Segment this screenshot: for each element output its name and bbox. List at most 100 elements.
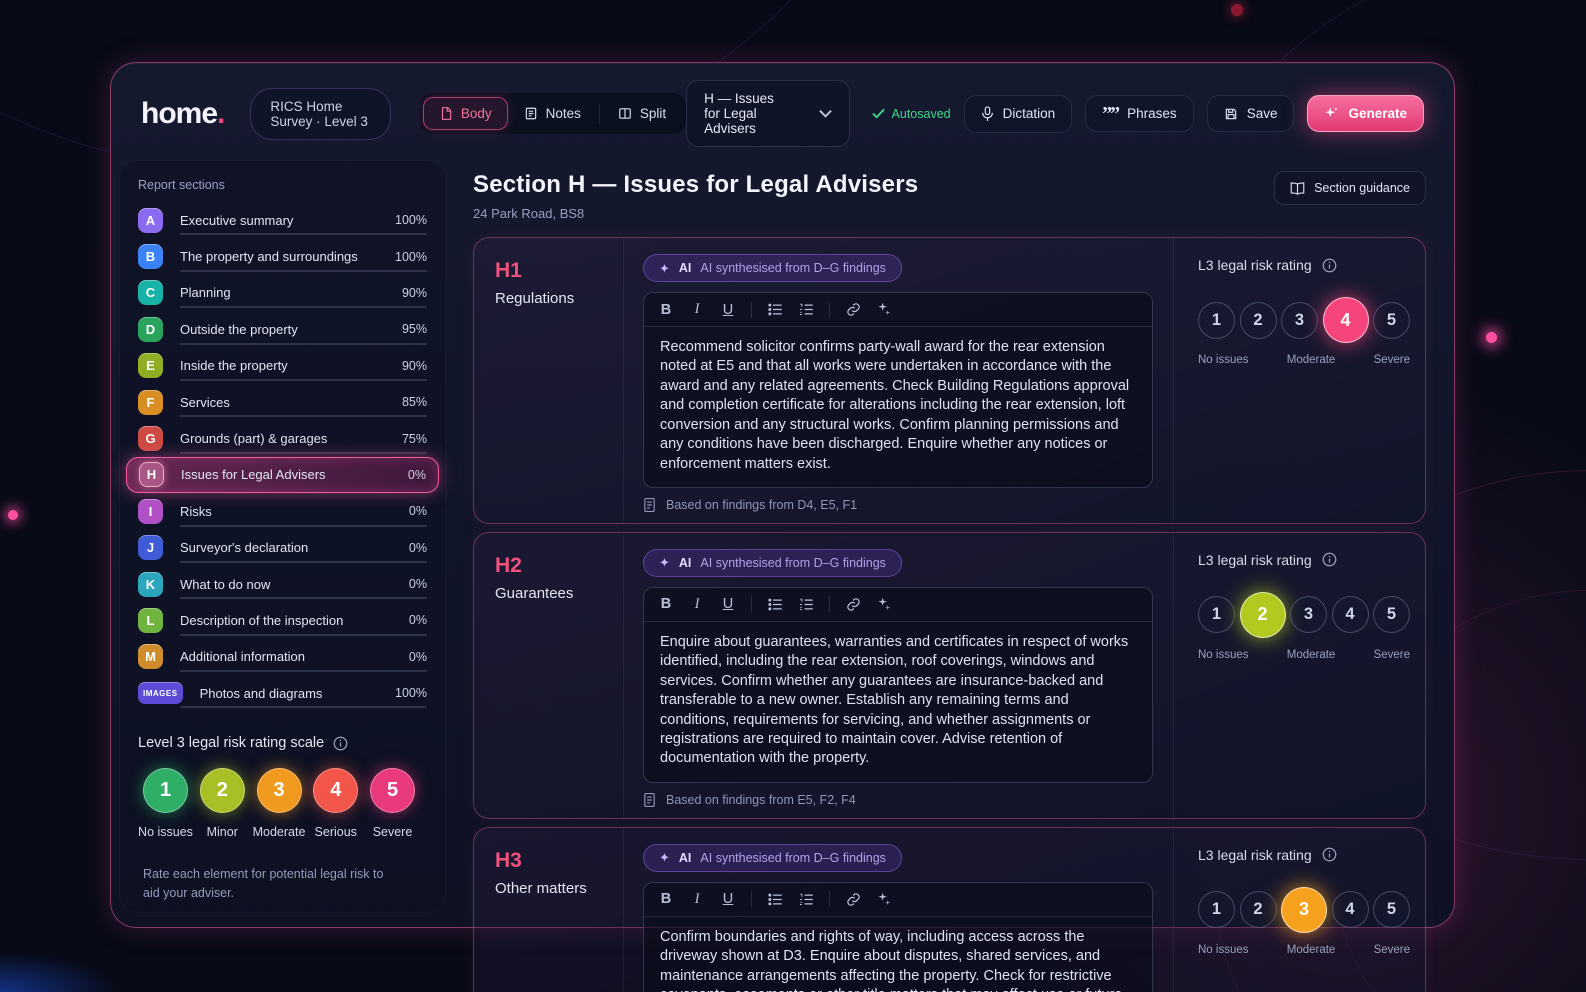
tab-split[interactable]: Split [602,97,682,130]
sidebar-section-item[interactable]: M Additional information 0% [133,639,432,675]
generate-label: Generate [1348,106,1407,121]
risk-rating-option[interactable]: 1 [1198,891,1235,929]
autosave-label: Autosaved [891,106,951,121]
sidebar-section-item[interactable]: I Risks 0% [133,493,432,529]
content: Report sections A Executive summary 100%… [111,160,1454,992]
info-icon[interactable] [1322,258,1337,273]
risk-rating-option[interactable]: 4 [1331,891,1369,929]
section-progress-bar [180,233,427,236]
section-letter-badge: C [138,280,163,306]
risk-scale-level: 4 Serious [308,768,363,839]
risk-rating-option[interactable]: 4 [1331,596,1369,634]
subsection-editor-block: ✦ AI AI synthesised from D–G findings B … [624,238,1173,523]
sidebar-section-item[interactable]: IMAGES Photos and diagrams 100% [133,675,432,711]
sidebar-section-item[interactable]: D Outside the property 95% [133,311,432,347]
section-label: Outside the property [180,321,298,337]
info-icon[interactable] [333,736,348,751]
info-icon[interactable] [1322,847,1337,862]
sidebar-section-item[interactable]: B The property and surroundings 100% [133,238,432,274]
bold-button[interactable]: B [660,891,672,908]
ai-rewrite-button[interactable] [876,892,892,907]
section-letter-badge: IMAGES [138,682,183,705]
toolbar-divider [829,596,830,613]
risk-scale-level: 3 Moderate [252,768,307,839]
risk-rating-option[interactable]: 3 [1281,301,1318,339]
section-progress-percent: 75% [401,431,427,446]
section-label: Services [180,394,230,410]
sidebar-section-item[interactable]: A Executive summary 100% [133,202,432,238]
save-button[interactable]: Save [1206,95,1295,132]
risk-rating-option[interactable]: 5 [1373,301,1410,339]
section-label: Grounds (part) & garages [180,431,328,447]
italic-button[interactable]: I [694,301,700,317]
ai-rewrite-button[interactable] [876,597,892,612]
risk-rating-option[interactable]: 5 [1373,891,1410,929]
section-label: Additional information [180,649,306,665]
risk-rating-option[interactable]: 2 [1239,591,1286,638]
risk-rating-option[interactable]: 3 [1281,886,1327,933]
risk-rating-option[interactable]: 3 [1290,596,1327,634]
underline-button[interactable]: U [722,891,734,908]
risk-rating-option[interactable]: 2 [1239,891,1277,929]
italic-button[interactable]: I [694,595,700,612]
sidebar-section-item[interactable]: J Surveyor's declaration 0% [133,530,432,566]
tick-label-moderate: Moderate [1286,648,1336,661]
phrases-button[interactable]: ”” Phrases [1085,95,1194,132]
editor-text[interactable]: Confirm boundaries and rights of way, in… [660,928,1122,992]
ordered-list-button[interactable] [798,893,814,906]
ai-synthesis-badge: ✦ AI AI synthesised from D–G findings [643,254,902,282]
editor-toolbar: B I U [644,883,1152,917]
risk-rating-option[interactable]: 5 [1373,596,1410,634]
link-button[interactable] [845,597,861,612]
section-guidance-button[interactable]: Section guidance [1274,171,1426,205]
section-progress-bar [180,451,427,454]
section-dropdown-value: H — Issues for Legal Advisers [704,91,774,136]
bullet-list-button[interactable] [767,303,783,316]
subsection-id: H3 [495,848,522,872]
link-button[interactable] [845,302,861,317]
section-dropdown[interactable]: H — Issues for Legal Advisers [686,80,850,147]
bullet-list-button[interactable] [767,893,783,906]
sidebar-section-item[interactable]: C Planning 90% [133,275,432,311]
risk-level-label: Moderate [252,825,306,840]
sidebar-section-item[interactable]: H Issues for Legal Advisers 0% [126,456,439,494]
editor-text[interactable]: Enquire about guarantees, warranties and… [660,633,1129,767]
risk-rating-option[interactable]: 1 [1198,596,1235,634]
tab-notes[interactable]: Notes [508,97,597,130]
bold-button[interactable]: B [660,301,672,318]
risk-rating-option[interactable]: 2 [1239,301,1277,339]
ordered-list-button[interactable] [798,303,814,316]
risk-rating-option[interactable]: 4 [1322,297,1369,343]
subsection-card: H1 Regulations ✦ AI AI synthesised from … [473,237,1426,524]
editor-text[interactable]: Recommend solicitor confirms party-wall … [660,339,1130,472]
bullet-list-button[interactable] [767,598,783,611]
background-dot [1486,332,1497,343]
section-progress-percent: 90% [401,358,427,373]
section-progress-bar [180,706,427,709]
generate-button[interactable]: Generate [1307,95,1424,132]
dictation-button[interactable]: Dictation [963,94,1073,133]
italic-button[interactable]: I [694,890,700,907]
underline-button[interactable]: U [722,596,734,613]
sidebar-section-item[interactable]: K What to do now 0% [133,566,432,602]
ai-rewrite-button[interactable] [876,302,892,317]
sidebar-section-item[interactable]: E Inside the property 90% [133,348,432,384]
section-header: Section H — Issues for Legal Advisers 24… [473,171,1426,221]
section-progress-bar [180,269,427,272]
link-button[interactable] [845,892,861,907]
ordered-list-button[interactable] [798,598,814,611]
subsection-card: H3 Other matters ✦ AI AI synthesised fro… [473,826,1426,992]
bold-button[interactable]: B [660,596,672,613]
subsection-id: H1 [495,259,522,282]
risk-rating-option[interactable]: 1 [1198,301,1235,339]
toolbar-divider [751,891,752,908]
info-icon[interactable] [1322,552,1337,567]
section-letter-badge: M [138,644,163,670]
sidebar-section-item[interactable]: G Grounds (part) & garages 75% [133,420,432,456]
underline-button[interactable]: U [722,301,734,318]
sidebar-section-item[interactable]: L Description of the inspection 0% [133,602,432,638]
notes-icon [524,106,538,121]
sidebar-section-item[interactable]: F Services 85% [133,384,432,420]
tab-body[interactable]: Body [422,97,508,130]
